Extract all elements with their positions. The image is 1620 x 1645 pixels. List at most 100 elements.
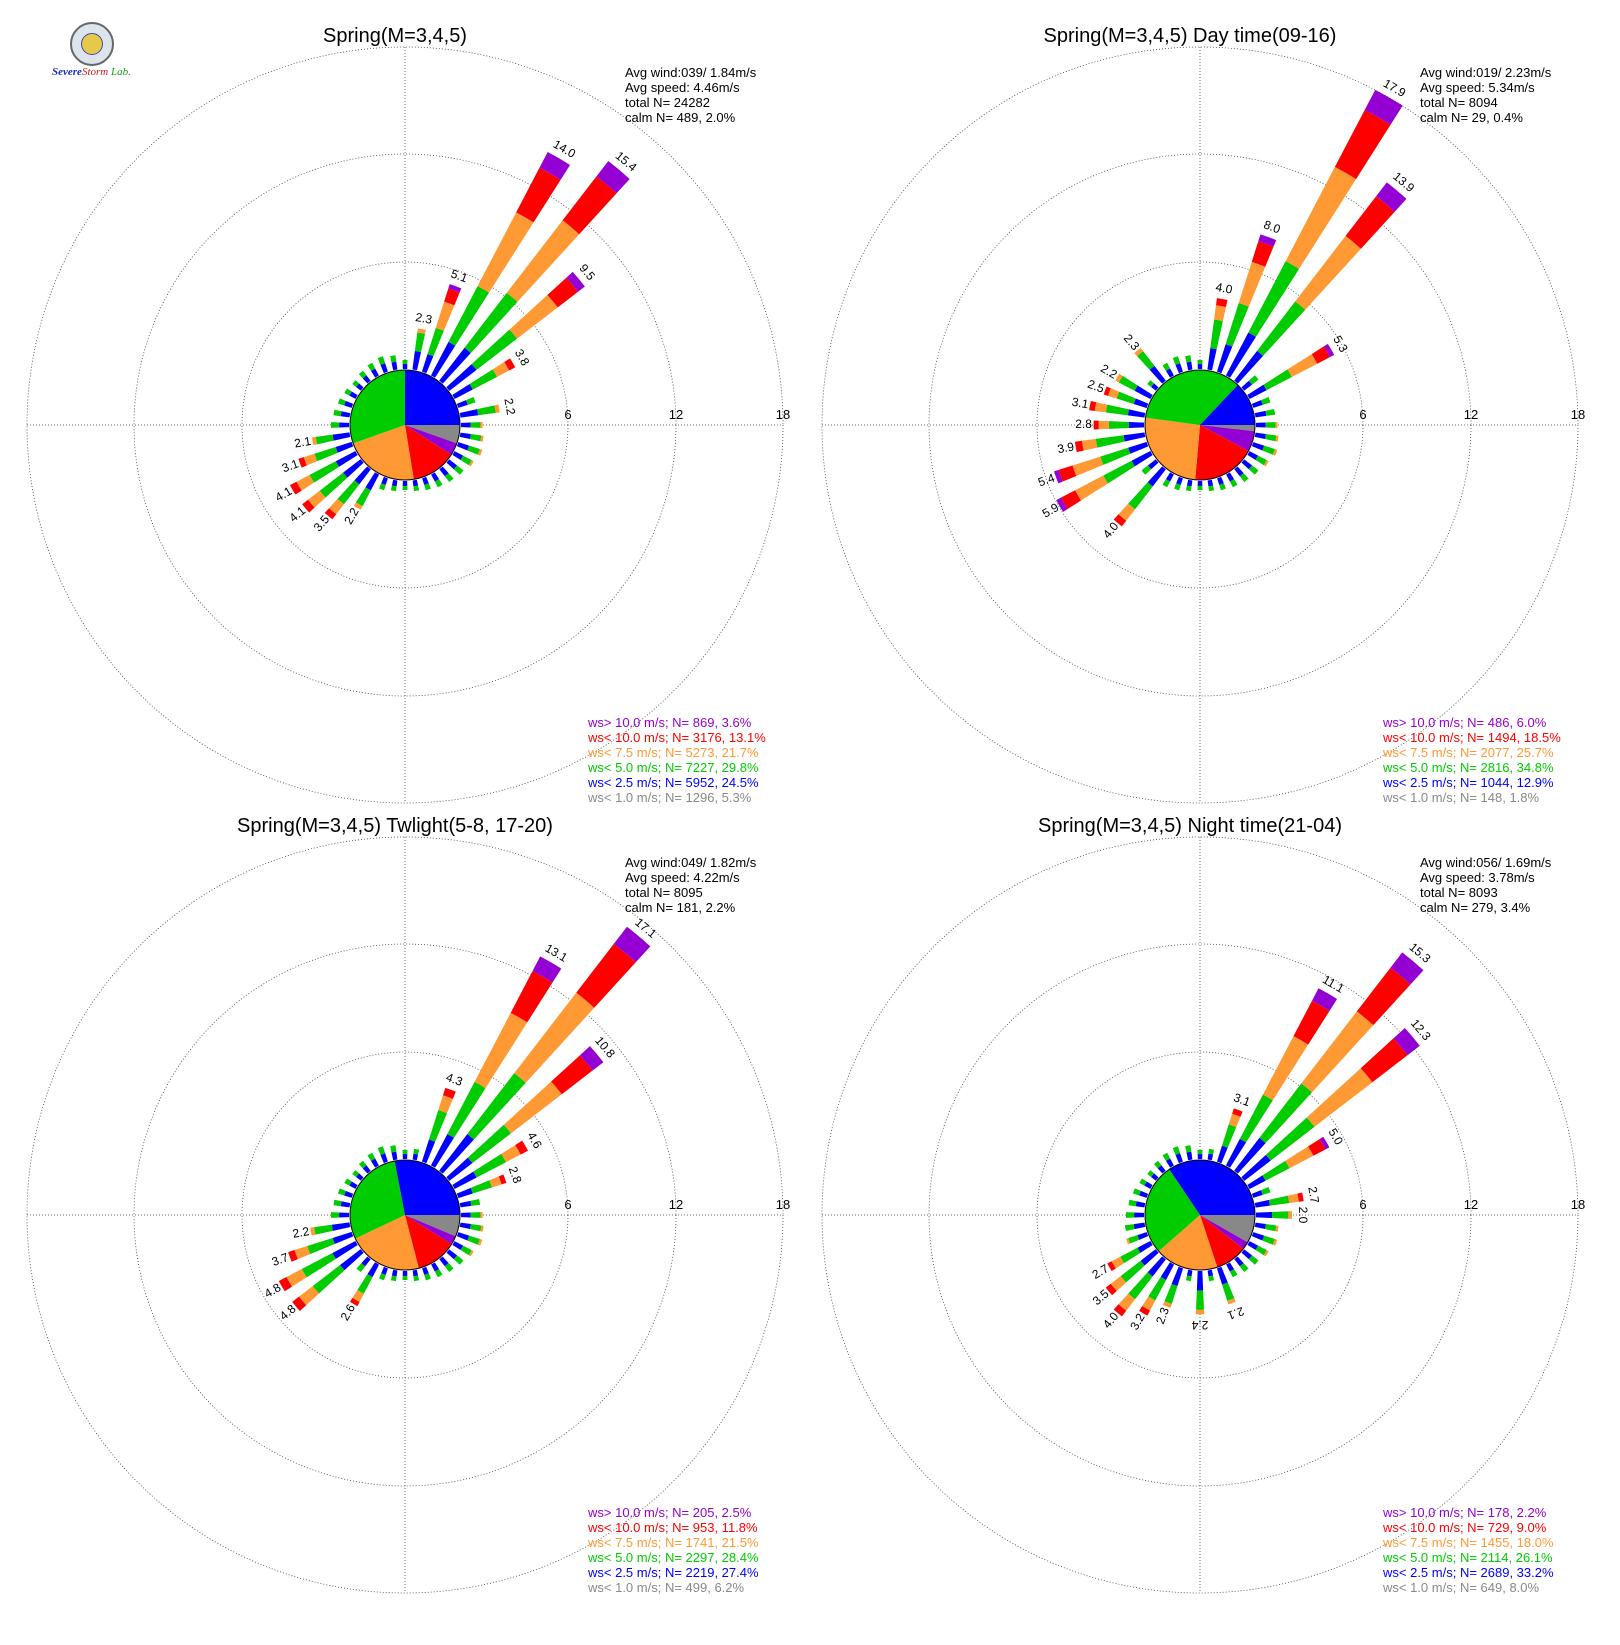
direction-bar-segment [390,485,397,492]
direction-bar-segment [1128,1272,1153,1300]
direction-bar-segment [1105,1283,1117,1296]
direction-bar-segment [1095,435,1125,448]
range-ring-6 [241,261,569,589]
range-ring-18 [26,836,784,1594]
direction-bar-segment [402,1154,408,1160]
direction-bar-segment [381,476,388,485]
bar-value-label: 2.2 [501,397,518,416]
direction-bar-segment [1197,1150,1203,1155]
direction-bar-segment [452,1241,464,1251]
direction-bar-segment [1171,1266,1184,1287]
direction-bar-segment [349,1181,358,1189]
direction-bar-segment [1134,347,1144,357]
direction-bar-segment [391,1269,398,1277]
direction-bar-segment [1247,451,1259,461]
direction-bar-segment [1263,1250,1269,1257]
direction-bar-segment [1334,109,1391,180]
direction-bar-segment [1225,302,1249,347]
direction-bar-segment [354,466,371,485]
direction-bar-segment [1239,1263,1249,1273]
bar-value-label: 4.0 [1215,280,1234,297]
direction-bar-segment [1147,459,1159,470]
direction-bar-segment [370,1158,379,1168]
direction-bar-segment [344,388,352,396]
direction-bar-segment [1241,1249,1253,1260]
direction-bar-segment [1241,380,1253,391]
direction-bar-segment [1137,1240,1153,1253]
direction-bar-segment [367,362,376,371]
direction-bar-segment [452,1171,477,1190]
direction-bar-segment [1215,298,1228,308]
direction-bar-segment [435,301,455,331]
stats-line: total N= 8093 [1420,885,1498,900]
bar-value-label: 2.7 [1305,1186,1322,1205]
direction-bar-segment [1285,1146,1314,1169]
direction-bar-segment [412,479,419,487]
legend-entry-gt10: ws> 10.0 m/s; N= 486, 6.0% [1382,715,1547,730]
direction-bar-segment [390,355,397,363]
direction-bar-segment [1251,442,1265,451]
direction-bar-segment [294,1246,311,1260]
stats-line: Avg wind:019/ 2.23m/s [1420,65,1552,80]
direction-bar-segment [1118,375,1138,391]
pie-slice-lt5 [350,370,405,444]
direction-bar-segment [356,383,364,391]
bar-value-label: 2.4 [1191,1318,1208,1332]
direction-bar-segment [1255,1245,1267,1256]
direction-bar-segment [1120,1247,1141,1264]
direction-bar-segment [1308,1139,1326,1156]
direction-bar-segment [489,1176,502,1188]
direction-bar-segment [1072,456,1104,476]
direction-bar-segment [1113,514,1127,527]
direction-bar-segment [456,1232,470,1241]
direction-bar-segment [289,481,302,495]
direction-bar-segment [470,1212,481,1218]
direction-bar-segment [438,1095,453,1114]
stats-line: calm N= 489, 2.0% [625,110,736,125]
direction-bar-segment [1265,422,1276,428]
direction-bar-segment [464,292,518,353]
direction-bar-segment [427,327,444,357]
direction-bar-segment [1210,319,1223,350]
direction-bar-segment [431,472,440,482]
direction-bar-segment [340,411,351,418]
direction-bar-segment [562,176,617,235]
bar-value-label: 3.1 [280,456,301,475]
direction-bar-segment [413,485,420,492]
direction-bar-segment [1263,460,1269,467]
direction-bar-segment [1301,1011,1374,1093]
direction-bar-segment [1255,422,1266,428]
direction-bar-segment [412,1269,419,1277]
direction-bar-segment [506,220,580,302]
pie-outline [349,1159,461,1271]
direction-bar-segment [459,432,471,440]
direction-bar-segment [428,1109,447,1142]
direction-bar-segment [1108,421,1129,429]
direction-bar-segment [1134,1212,1145,1218]
legend-entry-lt25: ws< 2.5 m/s; N= 2689, 33.2% [1382,1565,1554,1580]
direction-bar-segment [1275,1225,1279,1232]
direction-bar-segment [1093,420,1099,430]
pie-slice-gt10 [1200,425,1255,451]
direction-bar-segment [1268,1195,1290,1206]
direction-bar-segment [1110,1276,1127,1291]
direction-bar-segment [470,422,481,428]
direction-bar-segment [477,449,483,456]
legend-entry-lt1: ws< 1.0 m/s; N= 649, 8.0% [1382,1580,1540,1595]
direction-bar-segment [1126,1238,1131,1245]
pie-slice-gt10 [405,1215,456,1245]
direction-bar-segment [402,360,408,365]
ring-label: 12 [1464,1197,1478,1212]
direction-bar-segment [417,328,426,334]
direction-bar-segment [1094,402,1108,413]
bar-value-label: 2.1 [1225,1304,1246,1323]
direction-bar-segment [509,294,558,339]
direction-bar-segment [1208,1148,1215,1155]
direction-bar-segment [1234,1137,1266,1174]
direction-bar-segment [357,1274,373,1294]
direction-bar-segment [1118,503,1136,521]
direction-bar-segment [1157,1165,1166,1174]
direction-bar-segment [1098,420,1109,430]
legend-entry-lt25: ws< 2.5 m/s; N= 5952, 24.5% [587,775,759,790]
bar-value-label: 2.0 [1296,1207,1310,1224]
